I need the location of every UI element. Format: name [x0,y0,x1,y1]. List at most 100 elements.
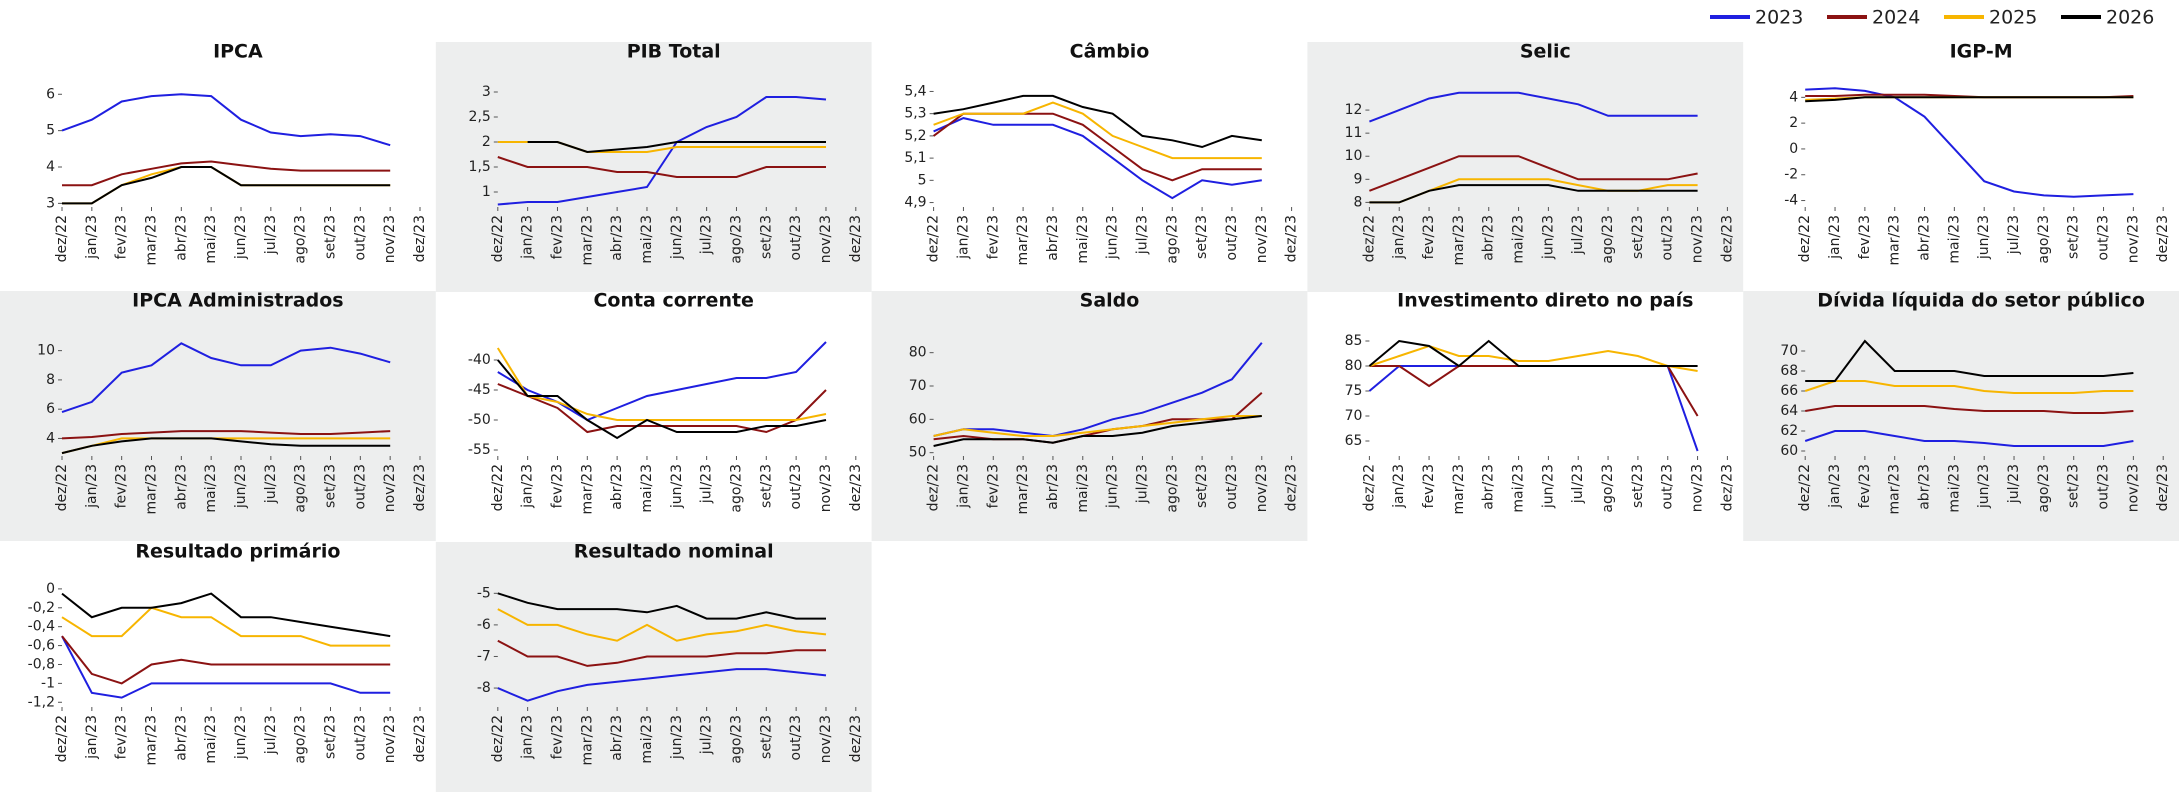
y-tick-label: 5,4 [904,83,926,99]
x-tick-label: nov/23 [1690,464,1706,512]
series-line [497,341,827,422]
x-tick-label: out/23 [1660,215,1676,260]
series-line [933,94,1262,149]
chart-title: Selic [1520,41,1571,63]
x-tick-label: dez/23 [1719,215,1735,262]
y-tick-label: 4,9 [904,195,926,211]
series-line [497,608,827,642]
x-tick-label: set/23 [1630,464,1646,508]
x-tick-label: mar/23 [1887,464,1903,515]
y-tick-label: 3 [482,84,491,100]
x-tick-label: nov/23 [1254,464,1270,512]
series-line [61,342,391,414]
x-tick-label: mai/23 [203,715,219,764]
x-tick-label: nov/23 [2125,464,2141,512]
x-tick-label: mai/23 [1511,464,1527,513]
x-tick-label: mar/23 [1015,215,1031,266]
x-tick-label: out/23 [1660,464,1676,509]
x-tick-label: jul/23 [2006,464,2022,504]
x-tick-label: jul/23 [699,215,715,255]
x-tick-label: set/23 [1194,464,1210,508]
x-tick-label: ago/23 [1600,464,1616,513]
chart-panel: Resultado nominal -8 -7 -6 -5 dez/22 jan/23 fev… [435,541,872,792]
series-line [61,592,391,638]
y-tick-label: 10 [1345,148,1363,164]
x-tick-label: set/23 [323,215,339,259]
series-line [497,96,827,206]
y-tick-label: 80 [1345,358,1363,374]
x-tick-label: out/23 [352,715,368,760]
y-tick-label: 0 [46,581,55,597]
series-line [1805,339,2134,382]
y-tick-label: 9 [1353,171,1362,187]
x-tick-label: mai/23 [1075,464,1091,513]
x-tick-label: nov/23 [2125,215,2141,263]
series-line [1805,96,2134,103]
x-tick-label: mai/23 [639,464,655,513]
x-tick-label: mai/23 [639,215,655,264]
y-tick-label: 68 [1780,363,1798,379]
x-tick-label: dez/23 [1719,464,1735,511]
series-line [61,430,391,440]
x-tick-label: ago/23 [293,215,309,264]
x-tick-label: mar/23 [579,715,595,766]
x-tick-label: jan/23 [1827,215,1843,260]
series-line [1369,365,1699,417]
chart-title: Resultado nominal [574,541,774,563]
x-tick-label: dez/22 [54,715,70,762]
x-tick-label: jun/23 [669,715,685,760]
x-tick-label: jul/23 [2006,215,2022,255]
y-tick-label: 5,3 [904,106,926,122]
series-line [61,437,391,455]
x-tick-label: jul/23 [263,464,279,504]
y-tick-label: 60 [909,411,927,427]
series-line [933,101,1262,160]
x-tick-label: jan/23 [520,715,536,760]
x-tick-label: jul/23 [1134,215,1150,255]
x-tick-label: dez/23 [1284,215,1300,262]
x-tick-label: nov/23 [382,464,398,512]
series-line [1804,430,2134,447]
y-tick-label: 1,5 [469,159,491,175]
panel-background [1307,42,1744,292]
series-line [933,342,1263,438]
chart-panel: Saldo 50 60 70 80 dez/22 jan/23 fev/23 mar/23 abr… [871,290,1308,541]
y-tick-label: -45 [468,382,491,398]
x-tick-label: set/23 [2066,464,2082,508]
x-tick-label: dez/22 [1797,215,1813,262]
x-tick-label: nov/23 [818,715,834,763]
panel-background [1743,291,2179,541]
x-tick-label: jan/23 [520,464,536,509]
series-line [62,166,391,205]
x-tick-label: mar/23 [579,215,595,266]
series-line [497,592,826,620]
series-line [497,156,826,178]
series-line [1368,339,1698,368]
y-tick-label: 8 [1353,194,1362,210]
x-tick-label: ago/23 [728,215,744,264]
panel-background [435,542,872,792]
x-tick-label: ago/23 [293,715,309,764]
legend-label: 2023 [1755,7,1803,29]
x-tick-label: dez/22 [1797,464,1813,511]
y-tick-label: -2 [1784,167,1798,183]
x-tick-label: jan/23 [84,464,100,509]
y-tick-label: 1 [482,184,491,200]
x-tick-label: jun/23 [669,464,685,509]
x-tick-label: abr/23 [1917,215,1933,261]
chart-title: Dívida líquida do setor público [1817,290,2145,312]
series-line [496,347,827,421]
x-tick-label: fev/23 [549,715,565,759]
chart-panel: IPCA 3 4 5 6 dez/22 jan/23 fev/23 mar/23 abr/23 ma… [46,41,428,266]
legend-label: 2026 [2106,7,2154,29]
series-line [1804,380,2134,394]
y-tick-label: 6 [46,86,55,102]
x-tick-label: mar/23 [1451,464,1467,515]
y-tick-label: 4 [46,159,55,175]
chart-panel: Resultado primário 0 -0,2 -0,4 -0,6 -0,8 -1 -1,… [28,541,428,766]
x-tick-label: jan/23 [1827,464,1843,509]
x-tick-label: fev/23 [1421,464,1437,508]
x-tick-label: set/23 [323,715,339,759]
x-tick-label: out/23 [352,215,368,260]
x-tick-label: fev/23 [985,215,1001,259]
